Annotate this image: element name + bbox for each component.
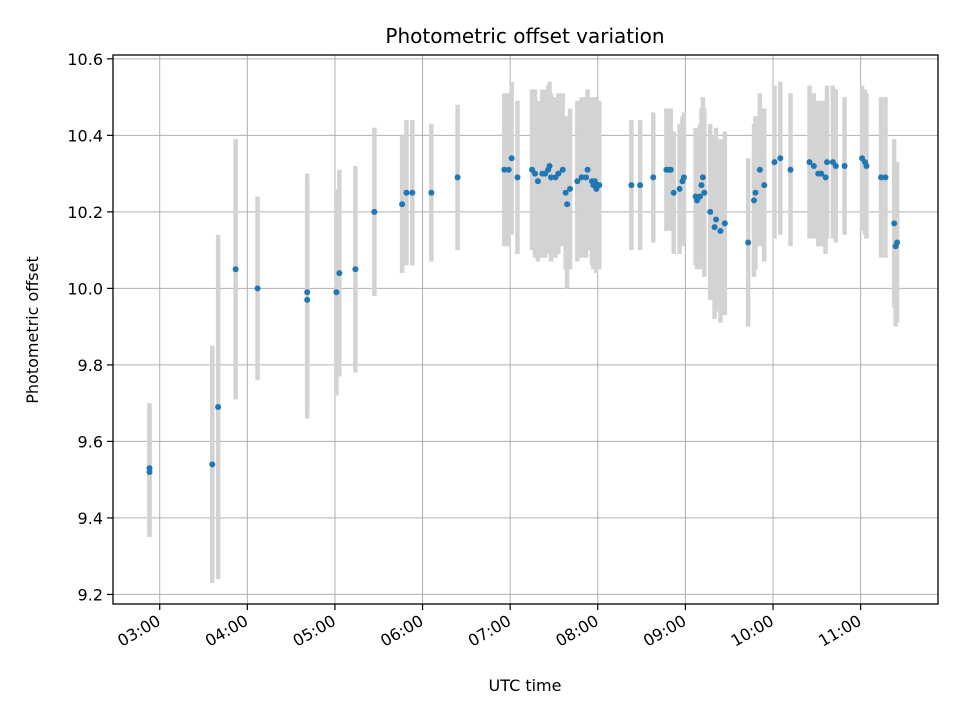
x-tick-label: 05:00: [290, 611, 339, 651]
data-point: [761, 182, 768, 189]
y-tick-label: 10.2: [67, 203, 103, 222]
x-tick-label: 11:00: [815, 611, 864, 651]
x-axis-ticks: 03:00 04:00 05:00 06:00 07:00 08:00 09:00 10:00…: [114, 604, 865, 651]
data-point: [304, 289, 311, 296]
data-point: [584, 166, 591, 173]
data-point: [699, 174, 706, 181]
data-point: [806, 159, 813, 166]
data-point: [717, 227, 724, 234]
data-point: [696, 193, 703, 200]
data-point: [628, 182, 635, 189]
y-axis-label: Photometric offset: [23, 256, 42, 404]
data-point: [505, 166, 512, 173]
data-point: [304, 296, 311, 303]
data-point: [670, 189, 677, 196]
data-point: [637, 182, 644, 189]
data-point: [564, 201, 571, 208]
data-point: [667, 166, 674, 173]
data-point: [409, 189, 416, 196]
data-point: [680, 174, 687, 181]
data-point: [756, 166, 763, 173]
data-point: [546, 162, 553, 169]
data-point: [818, 170, 825, 177]
data-point: [428, 189, 435, 196]
data-point: [336, 270, 343, 277]
data-point: [501, 166, 508, 173]
data-point: [701, 189, 708, 196]
data-point: [399, 201, 406, 208]
data-point: [676, 185, 683, 192]
data-point: [787, 166, 794, 173]
y-tick-label: 9.6: [78, 432, 103, 451]
data-point: [454, 174, 461, 181]
data-point: [254, 285, 261, 292]
data-point: [711, 224, 718, 231]
x-tick-label: 06:00: [377, 611, 426, 651]
y-tick-label: 10.0: [67, 279, 103, 298]
data-point: [882, 174, 889, 181]
x-tick-label: 08:00: [552, 611, 601, 651]
x-tick-label: 10:00: [728, 611, 777, 651]
data-point: [777, 155, 784, 162]
data-points: [146, 155, 901, 476]
x-tick-label: 03:00: [114, 611, 163, 651]
data-point: [352, 266, 359, 273]
data-point: [891, 220, 898, 227]
data-point: [751, 197, 758, 204]
error-bars: [147, 81, 900, 583]
data-point: [650, 174, 657, 181]
data-point: [146, 465, 153, 472]
data-point: [574, 178, 581, 185]
data-point: [863, 162, 870, 169]
data-point: [745, 239, 752, 246]
data-point: [562, 189, 569, 196]
y-tick-label: 9.2: [78, 585, 103, 604]
data-point: [508, 155, 515, 162]
data-point: [721, 220, 728, 227]
data-point: [403, 189, 410, 196]
data-point: [559, 166, 566, 173]
data-point: [596, 182, 603, 189]
data-point: [707, 208, 714, 215]
data-point: [841, 162, 848, 169]
data-point: [209, 461, 216, 468]
data-point: [514, 174, 521, 181]
data-point: [548, 174, 555, 181]
data-point: [333, 289, 340, 296]
x-tick-label: 09:00: [640, 611, 689, 651]
data-point: [698, 182, 705, 189]
data-point: [578, 174, 585, 181]
data-point: [878, 174, 885, 181]
data-point: [567, 185, 574, 192]
data-point: [534, 178, 541, 185]
data-point: [822, 174, 829, 181]
x-tick-label: 07:00: [465, 611, 514, 651]
data-point: [215, 403, 222, 410]
data-point: [824, 159, 831, 166]
data-point: [752, 189, 759, 196]
y-tick-label: 10.4: [67, 126, 103, 145]
data-point: [713, 216, 720, 223]
x-tick-label: 04:00: [202, 611, 251, 651]
y-tick-label: 10.6: [67, 50, 103, 69]
y-tick-label: 9.4: [78, 509, 103, 528]
y-axis-ticks: 9.2 9.4 9.6 9.8 10.0 10.2 10.4 10.6: [67, 50, 113, 604]
y-tick-label: 9.8: [78, 356, 103, 375]
data-point: [555, 170, 562, 177]
data-point: [583, 174, 590, 181]
plot-frame: [112, 54, 939, 605]
data-point: [771, 159, 778, 166]
data-point: [371, 208, 378, 215]
x-axis-label: UTC time: [489, 676, 562, 695]
chart-title: Photometric offset variation: [385, 24, 664, 48]
data-point: [232, 266, 239, 273]
data-point: [531, 170, 538, 177]
data-point: [832, 162, 839, 169]
data-point: [894, 239, 901, 246]
data-point: [810, 162, 817, 169]
